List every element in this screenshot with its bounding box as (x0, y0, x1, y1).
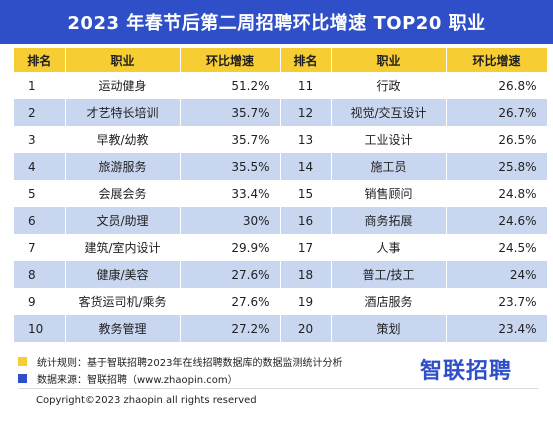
growth-cell: 24% (446, 261, 548, 288)
growth-cell: 35.7% (180, 126, 281, 153)
rank-cell: 13 (280, 126, 332, 153)
job-cell: 文员/助理 (65, 207, 181, 234)
header-growth-right: 环比增速 (446, 48, 548, 72)
header-job-left: 职业 (65, 48, 181, 72)
table-row: 5 会展会务 33.4% 15 销售顾问 24.8% (14, 180, 548, 207)
header-job-right: 职业 (331, 48, 447, 72)
rank-cell: 11 (280, 72, 332, 99)
note-source-text: 数据来源：智联招聘（www.zhaopin.com） (37, 375, 238, 386)
growth-cell: 26.7% (446, 99, 548, 126)
growth-cell: 30% (180, 207, 281, 234)
growth-cell: 35.5% (180, 153, 281, 180)
job-cell: 才艺特长培训 (65, 99, 181, 126)
job-cell: 人事 (331, 234, 447, 261)
growth-cell: 25.8% (446, 153, 548, 180)
ranking-table: 排名 职业 环比增速 排名 职业 环比增速 1 运动健身 51.2% 11 行政 26.8… (14, 48, 548, 342)
header-growth-left: 环比增速 (180, 48, 281, 72)
note-rule-text: 统计规则：基于智联招聘2023年在线招聘数据库的数据监测统计分析 (37, 358, 343, 369)
table-header-row: 排名 职业 环比增速 排名 职业 环比增速 (14, 48, 548, 72)
growth-cell: 27.6% (180, 288, 281, 315)
rank-cell: 17 (280, 234, 332, 261)
job-cell: 客货运司机/乘务 (65, 288, 181, 315)
table-row: 7 建筑/室内设计 29.9% 17 人事 24.5% (14, 234, 548, 261)
growth-cell: 24.6% (446, 207, 548, 234)
copyright-text: Copyright©2023 zhaopin all rights reserv… (36, 395, 257, 406)
rank-cell: 10 (14, 315, 66, 342)
growth-cell: 27.2% (180, 315, 281, 342)
job-cell: 会展会务 (65, 180, 181, 207)
rule-marker (18, 357, 27, 366)
job-cell: 行政 (331, 72, 447, 99)
rank-cell: 5 (14, 180, 66, 207)
rank-cell: 20 (280, 315, 332, 342)
rank-cell: 8 (14, 261, 66, 288)
job-cell: 施工员 (331, 153, 447, 180)
job-cell: 视觉/交互设计 (331, 99, 447, 126)
table-row: 10 教务管理 27.2% 20 策划 23.4% (14, 315, 548, 342)
job-cell: 健康/美容 (65, 261, 181, 288)
job-cell: 工业设计 (331, 126, 447, 153)
growth-cell: 33.4% (180, 180, 281, 207)
rank-cell: 19 (280, 288, 332, 315)
rank-cell: 4 (14, 153, 66, 180)
table-row: 6 文员/助理 30% 16 商务拓展 24.6% (14, 207, 548, 234)
table-row: 8 健康/美容 27.6% 18 普工/技工 24% (14, 261, 548, 288)
growth-cell: 29.9% (180, 234, 281, 261)
job-cell: 销售顾问 (331, 180, 447, 207)
divider (18, 388, 538, 389)
header-rank-right: 排名 (280, 48, 332, 72)
rank-cell: 18 (280, 261, 332, 288)
growth-cell: 51.2% (180, 72, 281, 99)
job-cell: 教务管理 (65, 315, 181, 342)
zhaopin-logo: 智联招聘 (420, 359, 513, 384)
note-rule: 统计规则：基于智联招聘2023年在线招聘数据库的数据监测统计分析 (18, 354, 342, 369)
table-row: 1 运动健身 51.2% 11 行政 26.8% (14, 72, 548, 99)
job-cell: 普工/技工 (331, 261, 447, 288)
rank-cell: 9 (14, 288, 66, 315)
rank-cell: 2 (14, 99, 66, 126)
growth-cell: 35.7% (180, 99, 281, 126)
rank-cell: 16 (280, 207, 332, 234)
growth-cell: 26.8% (446, 72, 548, 99)
job-cell: 商务拓展 (331, 207, 447, 234)
rank-cell: 7 (14, 234, 66, 261)
growth-cell: 26.5% (446, 126, 548, 153)
rank-cell: 3 (14, 126, 66, 153)
job-cell: 运动健身 (65, 72, 181, 99)
job-cell: 策划 (331, 315, 447, 342)
rank-cell: 15 (280, 180, 332, 207)
rank-cell: 12 (280, 99, 332, 126)
job-cell: 建筑/室内设计 (65, 234, 181, 261)
rank-cell: 1 (14, 72, 66, 99)
growth-cell: 23.4% (446, 315, 548, 342)
growth-cell: 24.8% (446, 180, 548, 207)
job-cell: 酒店服务 (331, 288, 447, 315)
table-row: 9 客货运司机/乘务 27.6% 19 酒店服务 23.7% (14, 288, 548, 315)
growth-cell: 24.5% (446, 234, 548, 261)
growth-cell: 23.7% (446, 288, 548, 315)
header-rank-left: 排名 (14, 48, 66, 72)
rank-cell: 14 (280, 153, 332, 180)
growth-cell: 27.6% (180, 261, 281, 288)
table-row: 4 旅游服务 35.5% 14 施工员 25.8% (14, 153, 548, 180)
page-title: 2023 年春节后第二周招聘环比增速 TOP20 职业 (0, 0, 553, 44)
job-cell: 早教/幼教 (65, 126, 181, 153)
job-cell: 旅游服务 (65, 153, 181, 180)
source-marker (18, 374, 27, 383)
rank-cell: 6 (14, 207, 66, 234)
table-row: 2 才艺特长培训 35.7% 12 视觉/交互设计 26.7% (14, 99, 548, 126)
note-source: 数据来源：智联招聘（www.zhaopin.com） (18, 371, 238, 386)
table-row: 3 早教/幼教 35.7% 13 工业设计 26.5% (14, 126, 548, 153)
